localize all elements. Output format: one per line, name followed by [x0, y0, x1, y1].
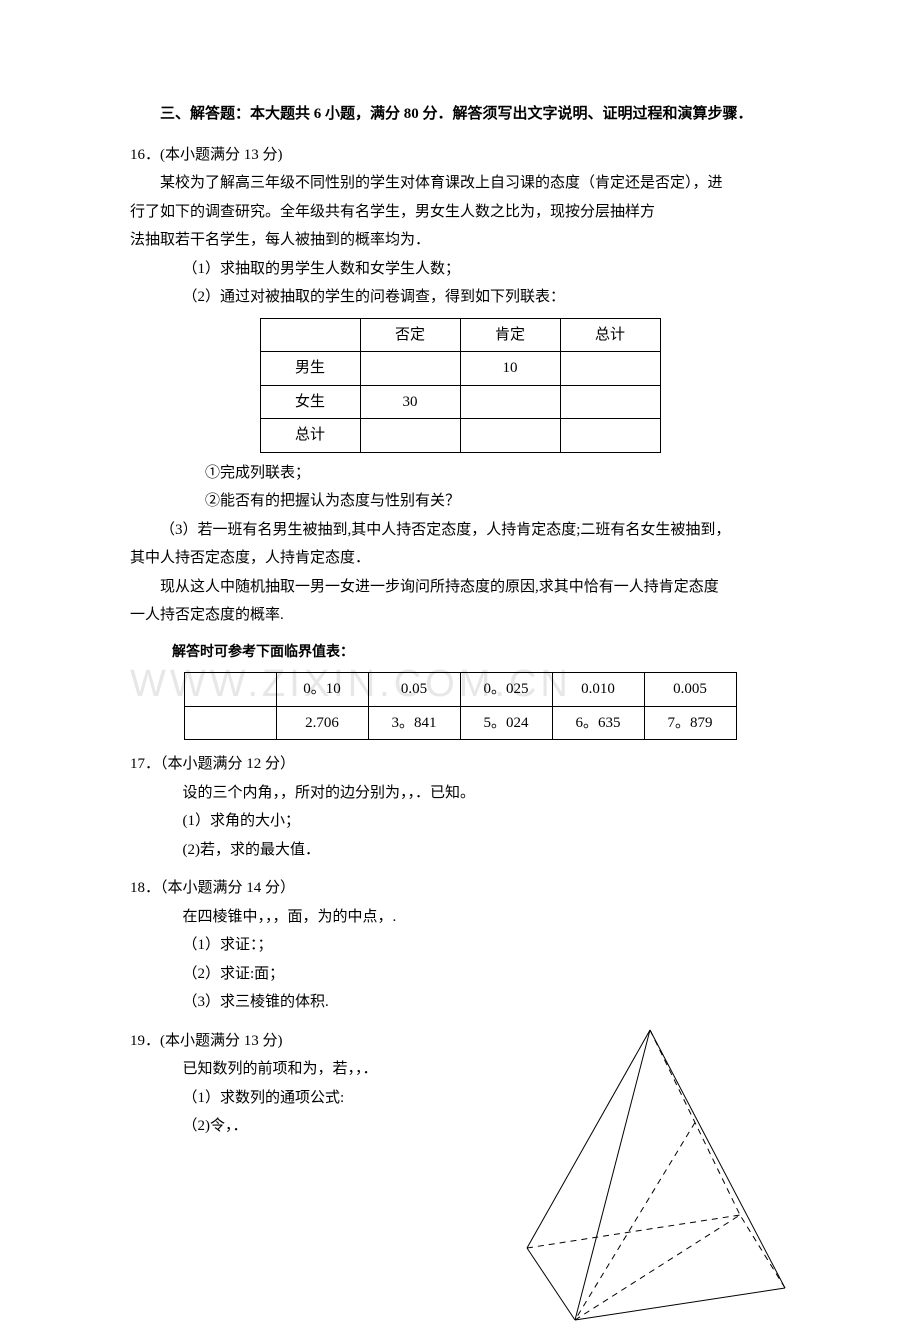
- q16-sub2a: ①完成列联表；: [130, 459, 790, 488]
- q16-para1: 某校为了解高三年级不同性别的学生对体育课改上自习课的态度（肯定还是否定），进: [130, 169, 790, 198]
- q16-number: 16．: [130, 147, 160, 163]
- question-19: 19．(本小题满分 13 分) 已知数列的前项和为，若，，． （1）求数列的通项…: [130, 1027, 790, 1141]
- q16-note: 解答时可参考下面临界值表：: [130, 640, 790, 667]
- q18-sub3: （3）求三棱锥的体积.: [130, 988, 790, 1017]
- q16-sub2: （2）通过对被抽取的学生的问卷调查，得到如下列联表：: [130, 283, 790, 312]
- table-row: 0。10 0.05 0。025 0.010 0.005: [184, 673, 736, 707]
- table-row: 总计: [260, 419, 660, 453]
- table-cell: [360, 352, 460, 386]
- table-cell: 3。841: [368, 706, 460, 740]
- q16-sub3a: （3）若一班有名男生被抽到,其中人持否定态度，人持肯定态度;二班有名女生被抽到，: [130, 516, 790, 545]
- table-cell: [184, 673, 276, 707]
- q17-sub2: (2)若，求的最大值．: [130, 836, 790, 865]
- q18-sub2: （2）求证:面；: [130, 960, 790, 989]
- table-cell: [560, 352, 660, 386]
- q16-sub3b: 其中人持否定态度，人持肯定态度．: [130, 544, 790, 573]
- question-16: 16．(本小题满分 13 分) 某校为了解高三年级不同性别的学生对体育课改上自习…: [130, 141, 790, 741]
- table-cell: 6。635: [552, 706, 644, 740]
- page-content: 三、解答题：本大题共 6 小题，满分 80 分．解答须写出文字说明、证明过程和演…: [130, 100, 790, 1141]
- table-cell: 30: [360, 385, 460, 419]
- table-cell: 男生: [260, 352, 360, 386]
- critical-value-table: 0。10 0.05 0。025 0.010 0.005 2.706 3。841 …: [184, 672, 737, 740]
- q17-sub1: (1）求角的大小；: [130, 807, 790, 836]
- table-cell: [184, 706, 276, 740]
- table-cell: 0。025: [460, 673, 552, 707]
- q19-sub2: （2)令，．: [130, 1112, 790, 1141]
- table-cell: 2.706: [276, 706, 368, 740]
- table-cell: [260, 318, 360, 352]
- table-cell: 总计: [260, 419, 360, 453]
- table-row: 2.706 3。841 5。024 6。635 7。879: [184, 706, 736, 740]
- q19-para1: 已知数列的前项和为，若，，．: [130, 1055, 790, 1084]
- q16-sub3d: 一人持否定态度的概率.: [130, 601, 790, 630]
- table-cell: 0。10: [276, 673, 368, 707]
- q16-para3: 法抽取若干名学生，每人被抽到的概率均为．: [130, 226, 790, 255]
- table-cell: 肯定: [460, 318, 560, 352]
- table-cell: 否定: [360, 318, 460, 352]
- q17-score: （本小题满分 12 分）: [160, 756, 295, 772]
- q18-number: 18．: [130, 880, 160, 896]
- table-row: 女生 30: [260, 385, 660, 419]
- table-cell: 10: [460, 352, 560, 386]
- q18-score: （本小题满分 14 分）: [160, 880, 295, 896]
- question-17: 17．（本小题满分 12 分） 设的三个内角，，所对的边分别为，，．已知。 (1…: [130, 750, 790, 864]
- q16-sub3c: 现从这人中随机抽取一男一女进一步询问所持态度的原因,求其中恰有一人持肯定态度: [130, 573, 790, 602]
- q18-para1: 在四棱锥中，，，面，为的中点，.: [130, 903, 790, 932]
- q16-sub1: （1）求抽取的男学生人数和女学生人数；: [130, 255, 790, 284]
- q19-score: (本小题满分 13 分): [160, 1033, 283, 1049]
- table-cell: [460, 419, 560, 453]
- q16-sub2b: ②能否有的把握认为态度与性别有关？: [130, 487, 790, 516]
- q16-para2: 行了如下的调查研究。全年级共有名学生，男女生人数之比为，现按分层抽样方: [130, 198, 790, 227]
- table-cell: 0.05: [368, 673, 460, 707]
- contingency-table: 否定 肯定 总计 男生 10 女生 30 总计: [260, 318, 661, 453]
- table-cell: [560, 385, 660, 419]
- q17-number: 17．: [130, 756, 160, 772]
- question-18: 18．（本小题满分 14 分） 在四棱锥中，，，面，为的中点，. （1）求证：；…: [130, 874, 790, 1017]
- table-row: 否定 肯定 总计: [260, 318, 660, 352]
- table-cell: [460, 385, 560, 419]
- table-cell: 7。879: [644, 706, 736, 740]
- table-cell: 女生: [260, 385, 360, 419]
- table-row: 男生 10: [260, 352, 660, 386]
- table-cell: [360, 419, 460, 453]
- table-cell: 总计: [560, 318, 660, 352]
- q16-score: (本小题满分 13 分): [160, 147, 283, 163]
- table-cell: [560, 419, 660, 453]
- q19-sub1: （1）求数列的通项公式:: [130, 1084, 790, 1113]
- table-cell: 0.005: [644, 673, 736, 707]
- table-cell: 0.010: [552, 673, 644, 707]
- table-cell: 5。024: [460, 706, 552, 740]
- q17-para1: 设的三个内角，，所对的边分别为，，．已知。: [130, 779, 790, 808]
- q19-number: 19．: [130, 1033, 160, 1049]
- q18-sub1: （1）求证：；: [130, 931, 790, 960]
- section-heading: 三、解答题：本大题共 6 小题，满分 80 分．解答须写出文字说明、证明过程和演…: [130, 100, 790, 129]
